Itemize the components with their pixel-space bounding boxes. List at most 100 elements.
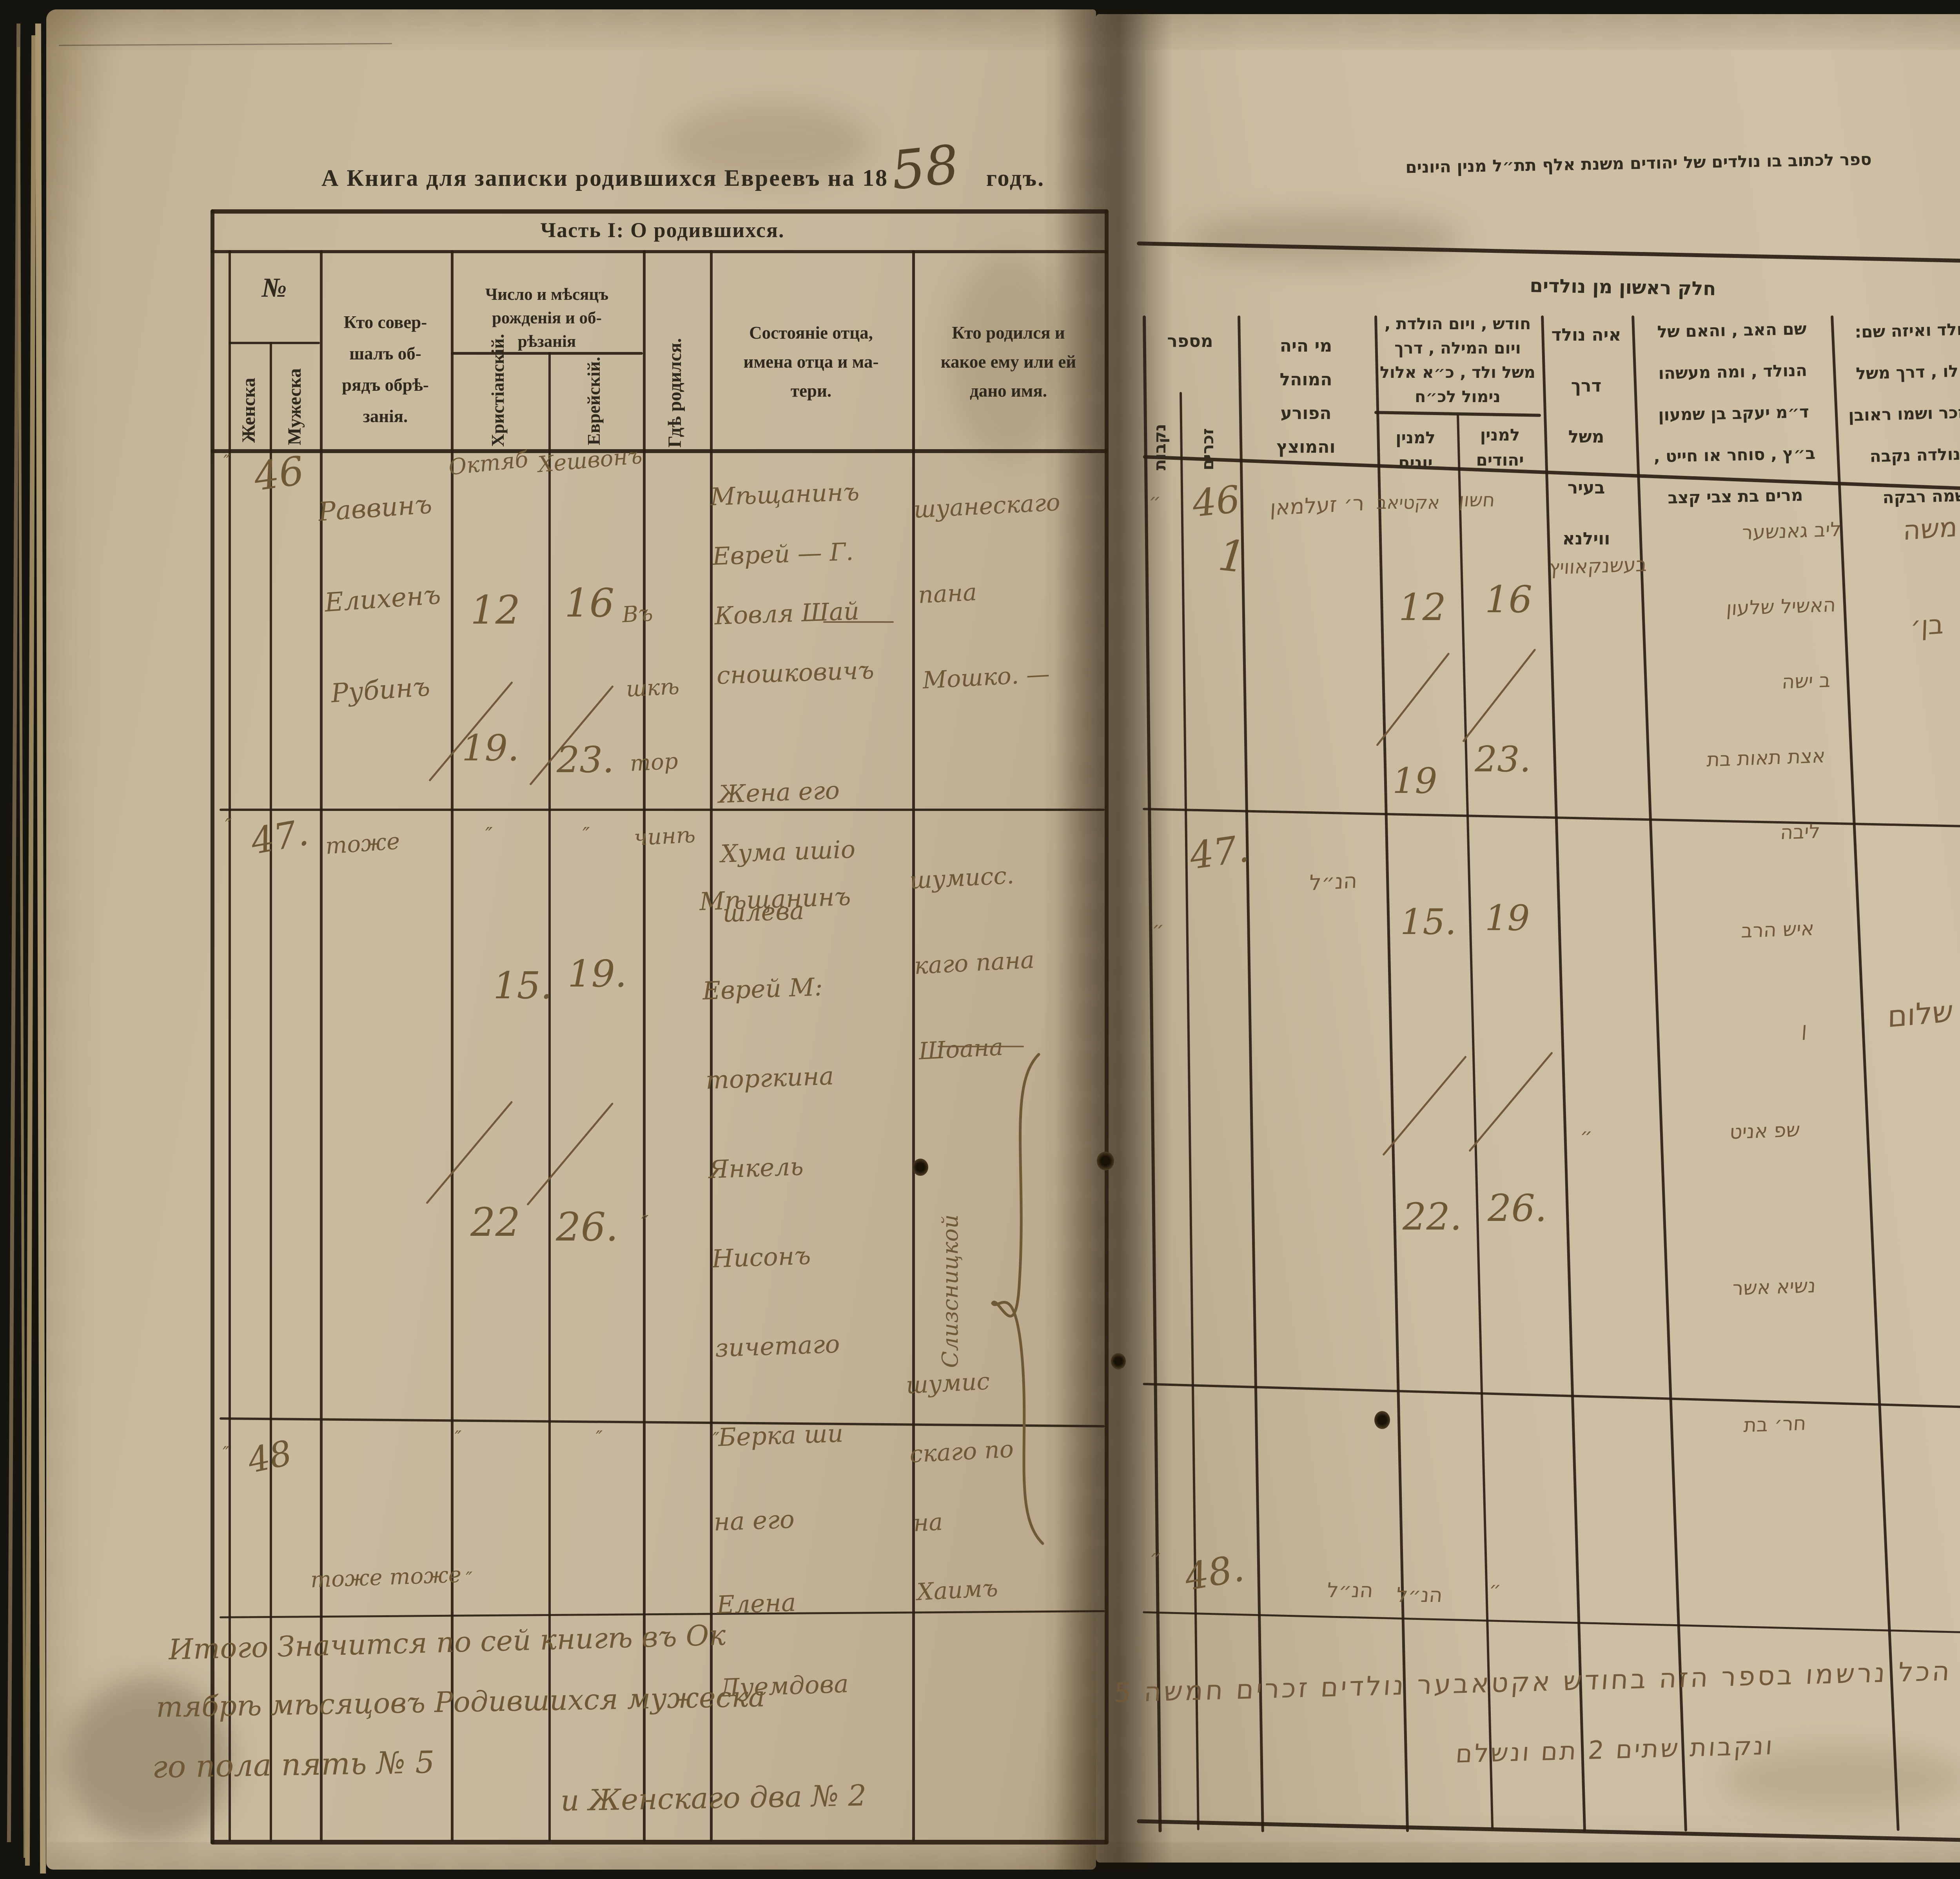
table-line <box>211 1840 1108 1845</box>
text-line: תום <box>1929 1719 1960 1794</box>
text-line: шкѣ <box>624 649 690 727</box>
text-line: Мѣщанинъ <box>698 852 852 947</box>
table-line <box>211 209 214 1845</box>
ink-underline <box>823 621 894 623</box>
col-header-jewish-calendar: Еврейскій. <box>583 357 604 445</box>
table-line <box>451 352 643 355</box>
text-line: ניתן לו , דרך משל <box>1829 349 1960 395</box>
jewish-birth-day: 16 <box>564 580 614 626</box>
text-line: сношковичъ <box>715 640 875 706</box>
text-line: נימול לכ״ח <box>1374 385 1541 409</box>
row-tick: ״ <box>1151 918 1165 940</box>
text-line: Еврей — Г. <box>711 521 871 586</box>
text-line: Берка ши <box>717 1388 871 1482</box>
col-header-child-name: Кто родился и какое ему или ей дано имя. <box>912 318 1105 405</box>
left-part-header: Часть I: О родившихся. <box>220 218 1105 242</box>
ditto-mark: ″ <box>466 1568 472 1589</box>
book-edge-sheet <box>35 23 46 1874</box>
book-edge-sheet <box>17 47 27 1858</box>
text-line: Раввинъ <box>315 459 437 558</box>
jewish-circumcision-day: 26. <box>556 1204 618 1250</box>
text-line: пана <box>916 545 1067 638</box>
left-title-year-handwritten: 58 <box>888 133 962 201</box>
text-line: Кто совер- <box>320 307 451 338</box>
jewish-birth-day: 19 <box>1485 898 1530 939</box>
row-tick: ״ <box>1148 1546 1163 1568</box>
text-line: המוהל <box>1238 363 1374 397</box>
text-line: דרך <box>1541 361 1632 412</box>
text-line: каго пана <box>912 917 1037 1009</box>
row-tick: ״ <box>1147 490 1162 512</box>
text-line: האשיל שלעון <box>1684 567 1838 647</box>
table-line <box>211 449 1108 453</box>
table-line <box>1105 209 1109 1845</box>
text-line: дано имя. <box>912 376 1105 405</box>
text-line: חר׳ בת <box>1653 1354 1811 1497</box>
table-line <box>229 342 320 344</box>
father-entry-heb: נשיא אשר חר׳ בת <box>1653 1217 1821 1497</box>
table-line <box>451 250 454 1841</box>
text-line: ב״ץ , סוחר או חייט , <box>1637 432 1832 478</box>
text-line: ד״מ יעקב בן שמעון <box>1636 391 1831 436</box>
ditto-mark: ״ <box>1579 1124 1593 1147</box>
left-title: А Книга для записки родившихся Евреевъ н… <box>321 133 1066 201</box>
text-line: בן׳ <box>1878 574 1960 677</box>
text-line: שם האב , והאם של <box>1635 308 1829 353</box>
month-jewish: חשון <box>1458 489 1496 511</box>
gutter-shadow <box>1054 9 1172 1870</box>
text-line: משל <box>1541 412 1632 462</box>
tally-mark: 1 <box>1216 530 1249 583</box>
text-line: Янкель <box>707 1120 862 1214</box>
col-header-officiant: Кто совер-шалъ об-рядъ обрѣ-занія. <box>320 307 451 432</box>
mohel-entry: הנ״ל <box>1326 1579 1374 1602</box>
text-line: למנין <box>1459 423 1541 448</box>
father-entry-heb: ליב גאנשער האשיל שלעון ב ישה אצת תאות בת ליב… <box>1668 492 1844 874</box>
text-line: ליבה <box>1668 793 1822 874</box>
text-line: נשיא אשר <box>1662 1217 1820 1359</box>
text-line: рожденія и об- <box>451 307 643 330</box>
text-line: Мѣщанинъ <box>710 462 869 527</box>
text-line: איש הרב <box>1662 878 1818 984</box>
text-line: на его <box>712 1476 844 1563</box>
text-line: הנולד , ומה מעשהו <box>1635 349 1830 395</box>
col-header-male: Мужеска <box>284 368 305 445</box>
text-line: Кто родился и <box>912 318 1105 347</box>
table-line <box>229 250 231 1841</box>
father-entry: Мѣщанинъ Еврей — Г. Ковля Шай сношковичъ <box>710 462 875 706</box>
table-line <box>220 809 1105 811</box>
text-line: Хаимъ <box>915 1553 1022 1627</box>
ditto-mark: ″ <box>583 823 590 846</box>
stain <box>67 1678 231 1842</box>
summary-line: и Женскаго два № 2 <box>560 1779 867 1818</box>
col-subheader-greek-count: למנין יונים <box>1374 425 1457 475</box>
col-header-males-heb: זכרים <box>1198 428 1217 470</box>
row-tick: ″ <box>223 451 230 472</box>
text-line: тери. <box>710 376 912 405</box>
greek-birth-day: 15. <box>1400 901 1456 943</box>
jewish-birth-day: 19. <box>568 952 627 996</box>
ditto-mark: ″ <box>455 1427 461 1448</box>
text-line: נולד זכר ושמו ראובן <box>1830 390 1960 437</box>
text-line: на <box>911 1484 1019 1558</box>
row-tick: ″ <box>225 814 232 836</box>
text-line: בעיר <box>1541 462 1632 513</box>
jewish-circumcision-day: 23. <box>1475 739 1531 780</box>
paper-hole <box>1374 1411 1390 1429</box>
table-line <box>211 209 1108 214</box>
christian-circumcision-day: 22 <box>470 1199 520 1245</box>
left-title-prefix: А Книга для записки родившихся Евреевъ н… <box>321 165 888 192</box>
col-header-females-heb: נקבות <box>1150 424 1169 470</box>
col-subheader-jewish-count: למנין יהודים <box>1459 423 1541 473</box>
table-line <box>643 250 646 1841</box>
text-line: ן <box>1655 979 1811 1085</box>
text-line: Число и мѣсяцъ <box>451 283 643 307</box>
christian-birth-day: 15. <box>493 964 552 1007</box>
text-line: шуанескаго <box>911 460 1062 553</box>
text-line: Ковля Шай <box>713 581 873 646</box>
stain <box>949 255 1066 459</box>
text-line: Въ <box>620 575 686 652</box>
text-line: חודש , ויום הולדת , <box>1374 312 1541 336</box>
text-line: והמוצץ <box>1238 430 1374 464</box>
col-header-father-status: Состояніе отца, имена отца и ма-тери. <box>710 318 912 405</box>
